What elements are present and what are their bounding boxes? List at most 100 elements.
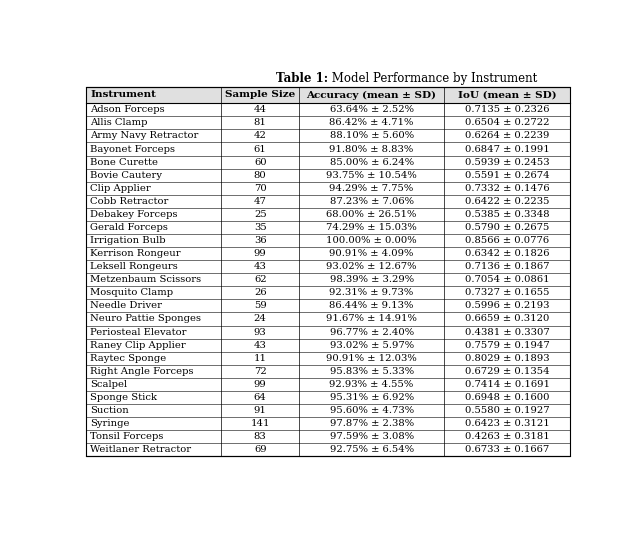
- Text: Periosteal Elevator: Periosteal Elevator: [90, 328, 186, 336]
- Text: 95.60% ± 4.73%: 95.60% ± 4.73%: [330, 406, 413, 415]
- Bar: [86, 326, 570, 338]
- Text: 63.64% ± 2.52%: 63.64% ± 2.52%: [330, 105, 413, 114]
- Text: 98.39% ± 3.29%: 98.39% ± 3.29%: [330, 275, 413, 284]
- Text: 92.93% ± 4.55%: 92.93% ± 4.55%: [330, 380, 413, 389]
- Text: 69: 69: [254, 445, 266, 454]
- Text: 0.5385 ± 0.3348: 0.5385 ± 0.3348: [465, 210, 549, 219]
- Text: 93.02% ± 5.97%: 93.02% ± 5.97%: [330, 341, 413, 350]
- Text: 0.6847 ± 0.1991: 0.6847 ± 0.1991: [465, 144, 550, 154]
- Text: Table 1:: Table 1:: [276, 72, 328, 85]
- Text: 62: 62: [254, 275, 266, 284]
- Bar: [86, 87, 570, 103]
- Bar: [86, 351, 570, 365]
- Text: 64: 64: [254, 393, 267, 402]
- Text: 83: 83: [254, 432, 267, 441]
- Bar: [86, 169, 570, 182]
- Text: 0.4263 ± 0.3181: 0.4263 ± 0.3181: [465, 432, 550, 441]
- Bar: [86, 313, 570, 326]
- Text: Metzenbaum Scissors: Metzenbaum Scissors: [90, 275, 201, 284]
- Text: 80: 80: [254, 171, 267, 179]
- Text: 72: 72: [254, 367, 267, 376]
- Text: 0.6422 ± 0.2235: 0.6422 ± 0.2235: [465, 197, 549, 206]
- Text: 99: 99: [254, 380, 267, 389]
- Text: 0.6948 ± 0.1600: 0.6948 ± 0.1600: [465, 393, 549, 402]
- Text: 92.31% ± 9.73%: 92.31% ± 9.73%: [330, 288, 413, 298]
- Bar: [86, 103, 570, 116]
- Text: 0.5591 ± 0.2674: 0.5591 ± 0.2674: [465, 171, 549, 179]
- Text: Right Angle Forceps: Right Angle Forceps: [90, 367, 193, 376]
- Text: 42: 42: [254, 132, 267, 141]
- Text: Bone Curette: Bone Curette: [90, 157, 158, 167]
- Text: Army Navy Retractor: Army Navy Retractor: [90, 132, 198, 141]
- Text: 87.23% ± 7.06%: 87.23% ± 7.06%: [330, 197, 413, 206]
- Text: Syringe: Syringe: [90, 419, 129, 428]
- Bar: [86, 365, 570, 378]
- Text: 35: 35: [254, 223, 267, 232]
- Text: Gerald Forceps: Gerald Forceps: [90, 223, 168, 232]
- Text: 0.6264 ± 0.2239: 0.6264 ± 0.2239: [465, 132, 549, 141]
- Text: 70: 70: [254, 184, 267, 193]
- Text: 94.29% ± 7.75%: 94.29% ± 7.75%: [330, 184, 413, 193]
- Text: Leksell Rongeurs: Leksell Rongeurs: [90, 262, 178, 271]
- Text: 0.5580 ± 0.1927: 0.5580 ± 0.1927: [465, 406, 549, 415]
- Text: 93.02% ± 12.67%: 93.02% ± 12.67%: [326, 262, 417, 271]
- Text: Adson Forceps: Adson Forceps: [90, 105, 164, 114]
- Text: Cobb Retractor: Cobb Retractor: [90, 197, 168, 206]
- Text: 91.80% ± 8.83%: 91.80% ± 8.83%: [330, 144, 413, 154]
- Text: 0.8566 ± 0.0776: 0.8566 ± 0.0776: [465, 236, 549, 245]
- Text: 36: 36: [254, 236, 266, 245]
- Text: 0.7579 ± 0.1947: 0.7579 ± 0.1947: [465, 341, 550, 350]
- Bar: [86, 129, 570, 142]
- Text: 0.6423 ± 0.3121: 0.6423 ± 0.3121: [465, 419, 550, 428]
- Text: Bovie Cautery: Bovie Cautery: [90, 171, 162, 179]
- Text: 91: 91: [254, 406, 267, 415]
- Text: 0.5939 ± 0.2453: 0.5939 ± 0.2453: [465, 157, 549, 167]
- Text: 0.6729 ± 0.1354: 0.6729 ± 0.1354: [465, 367, 549, 376]
- Text: 95.83% ± 5.33%: 95.83% ± 5.33%: [330, 367, 413, 376]
- Text: IoU (mean ± SD): IoU (mean ± SD): [458, 91, 556, 100]
- Bar: [86, 260, 570, 273]
- Text: Kerrison Rongeur: Kerrison Rongeur: [90, 249, 180, 258]
- Text: 97.59% ± 3.08%: 97.59% ± 3.08%: [330, 432, 413, 441]
- Text: 90.91% ± 4.09%: 90.91% ± 4.09%: [330, 249, 413, 258]
- Text: 43: 43: [254, 262, 267, 271]
- Text: 86.44% ± 9.13%: 86.44% ± 9.13%: [330, 301, 413, 310]
- Text: Irrigation Bulb: Irrigation Bulb: [90, 236, 166, 245]
- Text: 0.7136 ± 0.1867: 0.7136 ± 0.1867: [465, 262, 549, 271]
- Text: 11: 11: [253, 354, 267, 363]
- Text: 0.7054 ± 0.0861: 0.7054 ± 0.0861: [465, 275, 549, 284]
- Text: 96.77% ± 2.40%: 96.77% ± 2.40%: [330, 328, 413, 336]
- Bar: [86, 378, 570, 391]
- Text: 0.7327 ± 0.1655: 0.7327 ± 0.1655: [465, 288, 549, 298]
- Bar: [86, 273, 570, 286]
- Text: 100.00% ± 0.00%: 100.00% ± 0.00%: [326, 236, 417, 245]
- Bar: [86, 404, 570, 417]
- Bar: [86, 430, 570, 443]
- Text: Instrument: Instrument: [91, 91, 157, 100]
- Text: Model Performance by Instrument: Model Performance by Instrument: [328, 72, 537, 85]
- Bar: [86, 391, 570, 404]
- Text: Bayonet Forceps: Bayonet Forceps: [90, 144, 175, 154]
- Text: 68.00% ± 26.51%: 68.00% ± 26.51%: [326, 210, 417, 219]
- Text: Suction: Suction: [90, 406, 129, 415]
- Text: Scalpel: Scalpel: [90, 380, 127, 389]
- Text: 86.42% ± 4.71%: 86.42% ± 4.71%: [330, 119, 413, 127]
- Text: 61: 61: [254, 144, 267, 154]
- Bar: [86, 156, 570, 169]
- Text: Tonsil Forceps: Tonsil Forceps: [90, 432, 163, 441]
- Text: Raytec Sponge: Raytec Sponge: [90, 354, 166, 363]
- Bar: [86, 116, 570, 129]
- Text: 81: 81: [254, 119, 267, 127]
- Text: 59: 59: [254, 301, 267, 310]
- Text: 60: 60: [254, 157, 266, 167]
- Text: 44: 44: [253, 105, 267, 114]
- Text: 95.31% ± 6.92%: 95.31% ± 6.92%: [330, 393, 413, 402]
- Text: Allis Clamp: Allis Clamp: [90, 119, 147, 127]
- Text: 141: 141: [250, 419, 270, 428]
- Text: 0.5996 ± 0.2193: 0.5996 ± 0.2193: [465, 301, 549, 310]
- Text: Needle Driver: Needle Driver: [90, 301, 162, 310]
- Text: 0.6504 ± 0.2722: 0.6504 ± 0.2722: [465, 119, 549, 127]
- Text: Clip Applier: Clip Applier: [90, 184, 150, 193]
- Text: Weitlaner Retractor: Weitlaner Retractor: [90, 445, 191, 454]
- Text: 43: 43: [254, 341, 267, 350]
